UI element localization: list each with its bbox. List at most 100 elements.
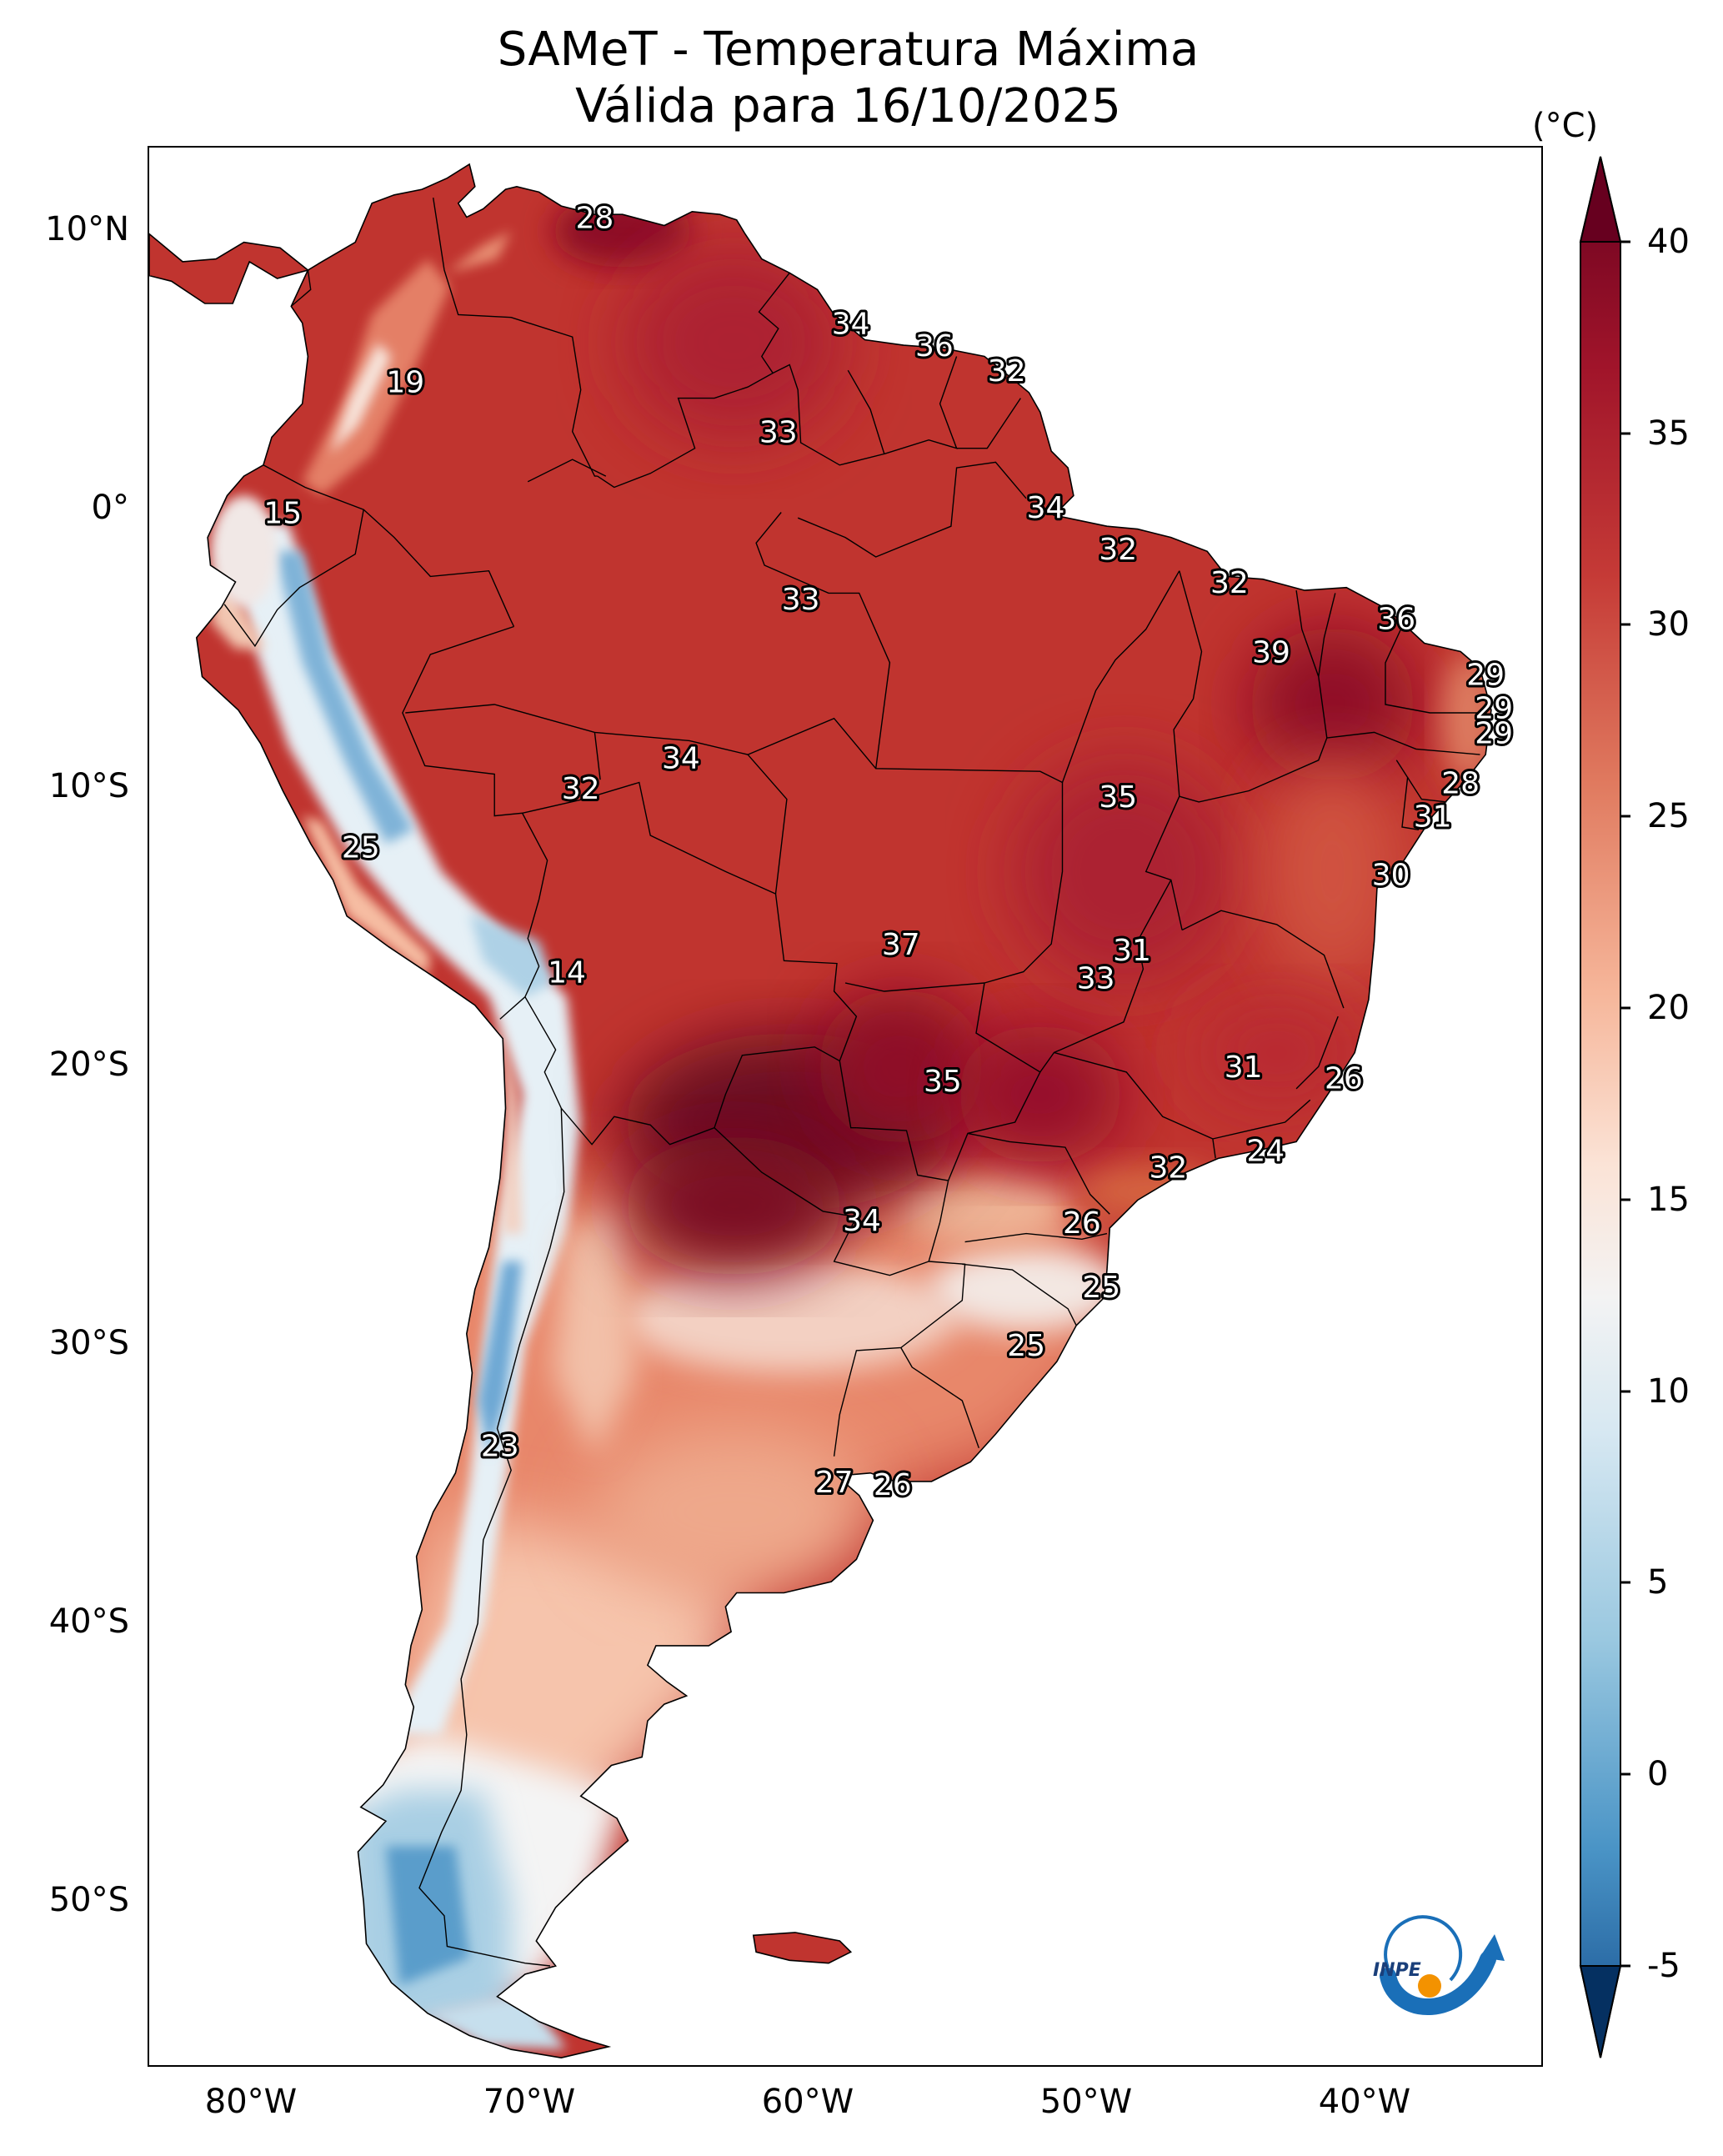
temperature-label: 35 [924, 1065, 962, 1099]
temperature-label: 29 [1475, 691, 1513, 725]
border-line [223, 509, 364, 648]
inpe-logo: INPE [1373, 1915, 1505, 2016]
colorbar-label: 20 [1647, 989, 1690, 1027]
lat-label: 10°S [48, 767, 129, 805]
border-line [839, 1060, 857, 1129]
temperature-label: 32 [988, 354, 1026, 389]
goias-warm-region [1012, 760, 1235, 983]
border-line [967, 1132, 1110, 1215]
lon-label: 50°W [1039, 2083, 1133, 2121]
temperature-label: 24 [1246, 1134, 1285, 1168]
andes-cold-region [385, 1846, 470, 1986]
border-line [1054, 1051, 1216, 1159]
temperature-label: 32 [1099, 533, 1137, 567]
piaui-hot-core [1249, 626, 1416, 783]
colorbar-body [1580, 156, 1621, 2058]
altiplano-cold-region [469, 913, 553, 997]
venezuela-hot-core [553, 194, 693, 268]
border-line [844, 982, 985, 992]
temperature-label: 31 [1225, 1050, 1263, 1085]
temperature-label: 28 [1441, 767, 1480, 801]
temperature-label: 26 [874, 1468, 912, 1502]
pantanal-hot-core [817, 988, 984, 1145]
colorbar-label: 25 [1647, 797, 1690, 835]
temperature-label: 33 [759, 416, 798, 450]
plains-pale-region [622, 1261, 957, 1373]
border-line [900, 1347, 979, 1449]
temperature-label: 26 [1325, 1062, 1363, 1096]
peru-andes-cold-region [274, 551, 414, 844]
temperature-label: 31 [1414, 800, 1452, 835]
border-line [964, 1232, 1108, 1243]
map-panel[interactable]: 28 34 36 32 19 33 34 15 32 32 33 36 39 29 29 29 34 32 28 35… [148, 146, 1543, 2067]
border-line [1395, 760, 1447, 803]
temperature-label: 26 [1063, 1206, 1101, 1241]
guiana-warm-region [622, 244, 846, 440]
border-line [747, 754, 788, 895]
border-line [797, 461, 1027, 558]
paraguay-hot-core [622, 1136, 846, 1276]
lon-label: 40°W [1318, 2083, 1411, 2121]
parana-mild-region [900, 1177, 1069, 1245]
border-line [597, 272, 790, 489]
temperature-label: 19 [386, 366, 424, 400]
border-line [772, 364, 885, 466]
lat-label: 0° [91, 489, 129, 527]
temperature-label: 35 [1099, 780, 1137, 815]
border-line [1318, 593, 1336, 677]
temperature-label: 31 [1113, 934, 1151, 968]
temperature-label: 25 [342, 830, 380, 865]
map-subtitle: Válida para 16/10/2025 [575, 79, 1121, 133]
border-line [433, 197, 598, 477]
peru-coast-region [302, 815, 431, 978]
colorbar-label: 35 [1647, 414, 1690, 453]
border-line [956, 398, 1021, 449]
border-line [947, 782, 1064, 1181]
border-line [1061, 570, 1180, 783]
lon-label: 70°W [483, 2083, 576, 2121]
colorbar-label: -5 [1647, 1947, 1680, 1985]
border-line [1179, 590, 1328, 803]
border-line [263, 464, 515, 627]
colorbar-unit: (°C) [1532, 107, 1599, 145]
temperature-label: 33 [782, 583, 820, 617]
border-line [418, 1108, 565, 1967]
border-line [1144, 570, 1203, 930]
border-line [1039, 880, 1172, 1073]
temperature-label: 30 [1372, 859, 1410, 893]
lat-label: 40°S [48, 1602, 129, 1641]
border-line [522, 781, 858, 1146]
border-line [755, 512, 891, 769]
temperature-label: 32 [1149, 1151, 1187, 1185]
temperature-label: 39 [1252, 636, 1290, 670]
minas-warm-region [1193, 996, 1360, 1109]
border-line [402, 625, 548, 1020]
central-andes-cold-region [478, 1261, 523, 1457]
map-title: SAMeT - Temperatura Máxima [497, 23, 1200, 77]
temperature-label: 36 [1377, 603, 1415, 637]
temperature-label: 32 [1210, 566, 1249, 600]
lon-label: 60°W [761, 2083, 854, 2121]
merida-andes-region [447, 231, 512, 273]
border-line [1385, 626, 1486, 714]
lat-label: 10°N [45, 210, 129, 248]
temperature-label: 23 [481, 1429, 519, 1463]
border-line [1212, 1099, 1311, 1140]
lat-label: 50°S [48, 1881, 129, 1919]
inpe-logo-text: INPE [1373, 1960, 1421, 1981]
precordillera-region [553, 1206, 637, 1457]
colorbar [1579, 156, 1630, 2058]
border-line [290, 269, 312, 307]
temperature-label: 15 [263, 497, 302, 531]
border-line [527, 459, 607, 483]
temperature-label: 25 [1082, 1271, 1120, 1305]
colorbar-label: 15 [1647, 1181, 1690, 1219]
temperature-label: 37 [882, 928, 920, 962]
temperature-label: 32 [562, 772, 600, 806]
coastline [149, 163, 1492, 2059]
colorbar-label: 10 [1647, 1372, 1690, 1411]
colombia-high-andes-region [330, 342, 392, 454]
border-line [594, 732, 601, 780]
